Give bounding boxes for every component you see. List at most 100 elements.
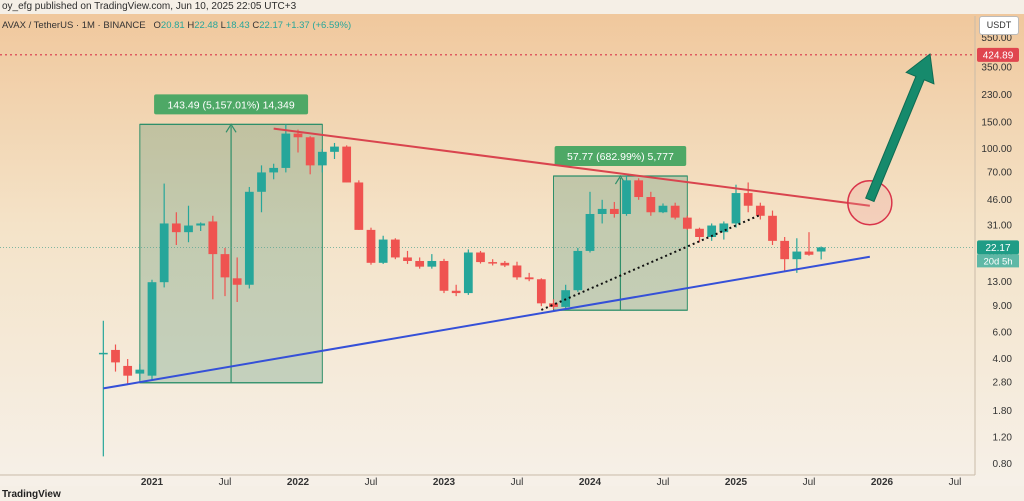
candle-body[interactable]	[378, 239, 388, 263]
y-tick-label: 46.00	[987, 195, 1012, 206]
candle-body[interactable]	[244, 191, 254, 285]
y-tick-label: 2.80	[993, 377, 1013, 388]
candle-body[interactable]	[755, 205, 765, 216]
candle-body[interactable]	[816, 247, 826, 252]
candle-body[interactable]	[330, 146, 339, 152]
candle-body[interactable]	[488, 262, 498, 264]
candle-body[interactable]	[171, 223, 181, 233]
publisher-line: oy_efg published on TradingView.com, Jun…	[2, 1, 297, 12]
candle-body[interactable]	[159, 223, 169, 283]
candle-body[interactable]	[804, 251, 814, 255]
candle-body[interactable]	[585, 213, 595, 251]
resistance-trendline[interactable]	[273, 127, 870, 207]
candle-body[interactable]	[196, 223, 206, 226]
candle-body[interactable]	[427, 260, 437, 267]
countdown-tag-bg	[977, 254, 1019, 268]
candle-body[interactable]	[792, 251, 802, 260]
x-tick-label: 2026	[871, 477, 894, 488]
tradingview-logo: TradingView	[2, 489, 61, 500]
candle-body[interactable]	[658, 205, 668, 213]
target-arrow[interactable]	[865, 53, 935, 203]
candle-body[interactable]	[184, 225, 193, 233]
candle-body[interactable]	[780, 240, 790, 260]
candle-body[interactable]	[549, 303, 558, 307]
measure-1-label-bg	[154, 94, 309, 115]
y-tick-label: 150.00	[981, 118, 1012, 129]
ohlc-high: 22.48	[194, 20, 218, 31]
candle-body[interactable]	[208, 221, 218, 255]
ohlc-open: 20.81	[160, 20, 185, 31]
target-circle[interactable]	[847, 179, 893, 226]
candle-body[interactable]	[597, 208, 607, 214]
candle-body[interactable]	[573, 250, 583, 291]
candle-body[interactable]	[111, 349, 120, 363]
candle-body[interactable]	[646, 197, 656, 213]
candle-body[interactable]	[305, 137, 315, 166]
y-tick-label: 4.00	[993, 354, 1013, 365]
x-tick-label: 2023	[433, 477, 456, 488]
y-tick-label: 13.00	[987, 277, 1012, 288]
candle-body[interactable]	[293, 133, 303, 138]
candle-body[interactable]	[500, 262, 510, 266]
candle-body[interactable]	[670, 205, 680, 218]
y-tick-label: 1.20	[993, 433, 1013, 444]
target-price-tag: 424.89	[983, 50, 1014, 61]
candle-body[interactable]	[731, 193, 741, 224]
ohlc-low-label: L	[220, 20, 226, 31]
candle-body[interactable]	[609, 208, 619, 214]
x-tick-label: Jul	[803, 477, 816, 488]
ohlc-close: 22.17	[259, 20, 284, 31]
y-tick-label: 1.80	[993, 406, 1013, 417]
candle-body[interactable]	[743, 193, 753, 206]
candle-body[interactable]	[463, 252, 473, 294]
x-tick-label: Jul	[219, 477, 232, 488]
candle-body[interactable]	[451, 290, 461, 294]
candle-body[interactable]	[695, 228, 704, 237]
candle-body[interactable]	[366, 229, 376, 263]
candle-body[interactable]	[439, 260, 449, 291]
candle-body[interactable]	[135, 369, 145, 374]
candle-body[interactable]	[719, 223, 729, 233]
ohlc-open-label: O	[153, 20, 161, 31]
candle-body[interactable]	[415, 260, 425, 267]
currency-button[interactable]: USDT	[979, 16, 1019, 35]
candle-body[interactable]	[354, 182, 364, 230]
footer-bar-bg	[0, 486, 1024, 501]
candle-body[interactable]	[634, 180, 644, 198]
candle-body[interactable]	[257, 172, 266, 192]
measure-2-label-bg	[554, 146, 687, 167]
countdown-tag: 20d 5h	[983, 256, 1012, 267]
candle-body[interactable]	[98, 352, 108, 355]
candle-body[interactable]	[390, 239, 400, 258]
candle-body[interactable]	[476, 252, 485, 263]
candle-body[interactable]	[317, 151, 327, 166]
y-tick-label: 31.00	[987, 221, 1012, 232]
last-price-tag-bg	[977, 240, 1019, 255]
candle-body[interactable]	[682, 217, 692, 229]
candle-body[interactable]	[512, 265, 522, 278]
candle-body[interactable]	[220, 254, 230, 278]
x-tick-label: 2024	[579, 477, 602, 488]
candle-body[interactable]	[536, 279, 546, 304]
x-tick-label: Jul	[365, 477, 378, 488]
candle-body[interactable]	[622, 180, 631, 214]
candle-body[interactable]	[342, 146, 352, 183]
candle-body[interactable]	[123, 365, 133, 376]
candle-body[interactable]	[524, 277, 534, 280]
candle-body[interactable]	[232, 278, 242, 285]
support-trendline[interactable]	[103, 255, 871, 390]
candle-body[interactable]	[403, 257, 412, 261]
last-price-tag: 22.17	[985, 243, 1010, 254]
candle-body[interactable]	[269, 167, 279, 173]
symbol-title[interactable]: AVAX / TetherUS · 1M · BINANCE	[2, 20, 146, 31]
y-tick-label: 6.00	[993, 328, 1013, 339]
y-tick-label: 350.00	[981, 62, 1012, 73]
y-tick-label: 100.00	[981, 144, 1012, 155]
candle-body[interactable]	[147, 282, 157, 376]
candle-body[interactable]	[281, 133, 291, 168]
candle-body[interactable]	[768, 215, 777, 241]
candle-body[interactable]	[707, 225, 717, 237]
ohlc-low: 18.43	[225, 20, 250, 31]
